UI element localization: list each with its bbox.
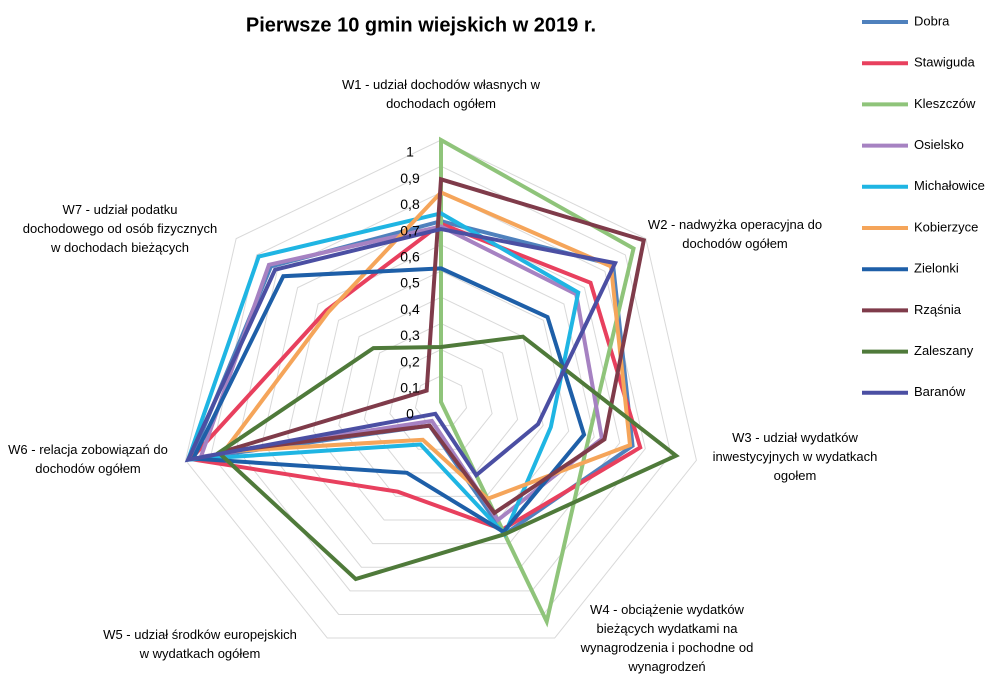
series-line (439, 136, 636, 628)
legend-label: Zaleszany (914, 343, 974, 358)
tick-label: 0,3 (400, 327, 420, 343)
tick-label: 0,6 (400, 249, 420, 265)
axis-label: W7 - udział podatku dochodowego od osób … (22, 202, 218, 255)
series-line (186, 221, 643, 532)
series-line (184, 227, 619, 479)
axis-label: W1 - udział dochodów własnych w dochodac… (342, 77, 540, 111)
tick-label: 0,1 (400, 380, 420, 396)
legend-label: Kobierzyce (914, 219, 978, 234)
legend-label: Osielsko (914, 137, 964, 152)
axis-label: W5 - udział środków europejskich w wydat… (103, 627, 297, 661)
legend-label: Kleszczów (914, 96, 976, 111)
tick-label: 0,7 (400, 222, 420, 238)
legend-label: Dobra (914, 13, 950, 28)
grid-ring (363, 322, 519, 474)
tick-label: 0 (406, 406, 414, 422)
legend-label: Zielonki (914, 261, 959, 276)
series-line (185, 211, 581, 538)
tick-label: 0,2 (400, 353, 420, 369)
grid-ring (185, 139, 697, 639)
grid-ring (338, 296, 544, 497)
tick-label: 0,8 (400, 196, 420, 212)
legend-label: Stawiguda (914, 55, 975, 70)
tick-label: 1 (406, 144, 414, 160)
tick-label: 0,5 (400, 275, 420, 291)
legend-label: Rząśnia (914, 302, 962, 317)
legend-label: Baranów (914, 384, 966, 399)
series-line (215, 334, 680, 582)
tick-labels: 0 0,1 0,2 0,3 0,4 0,5 0,6 0,7 0,8 0,9 1 (400, 144, 420, 422)
series-line (190, 266, 587, 535)
legend-label: Michałowice (914, 178, 985, 193)
series-line (219, 190, 633, 502)
series-layer (184, 136, 680, 628)
grid-ring (312, 270, 570, 521)
series-line (220, 176, 647, 516)
tick-label: 0,9 (400, 170, 420, 186)
axis-label: W2 - nadwyżka operacyjna do dochodów ogó… (647, 217, 823, 251)
axis-label: W6 - relacja zobowiązań do dochodów ogół… (8, 442, 168, 476)
tick-label: 0,4 (400, 301, 420, 317)
axis-label: W4 - obciążenie wydatków bieżących wydat… (580, 602, 754, 674)
chart-title: Pierwsze 10 gmin wiejskich w 2019 r. (246, 14, 596, 36)
grid-ring (389, 349, 493, 450)
axis-label: W3 - udział wydatków inwestycyjnych w wy… (712, 430, 878, 483)
